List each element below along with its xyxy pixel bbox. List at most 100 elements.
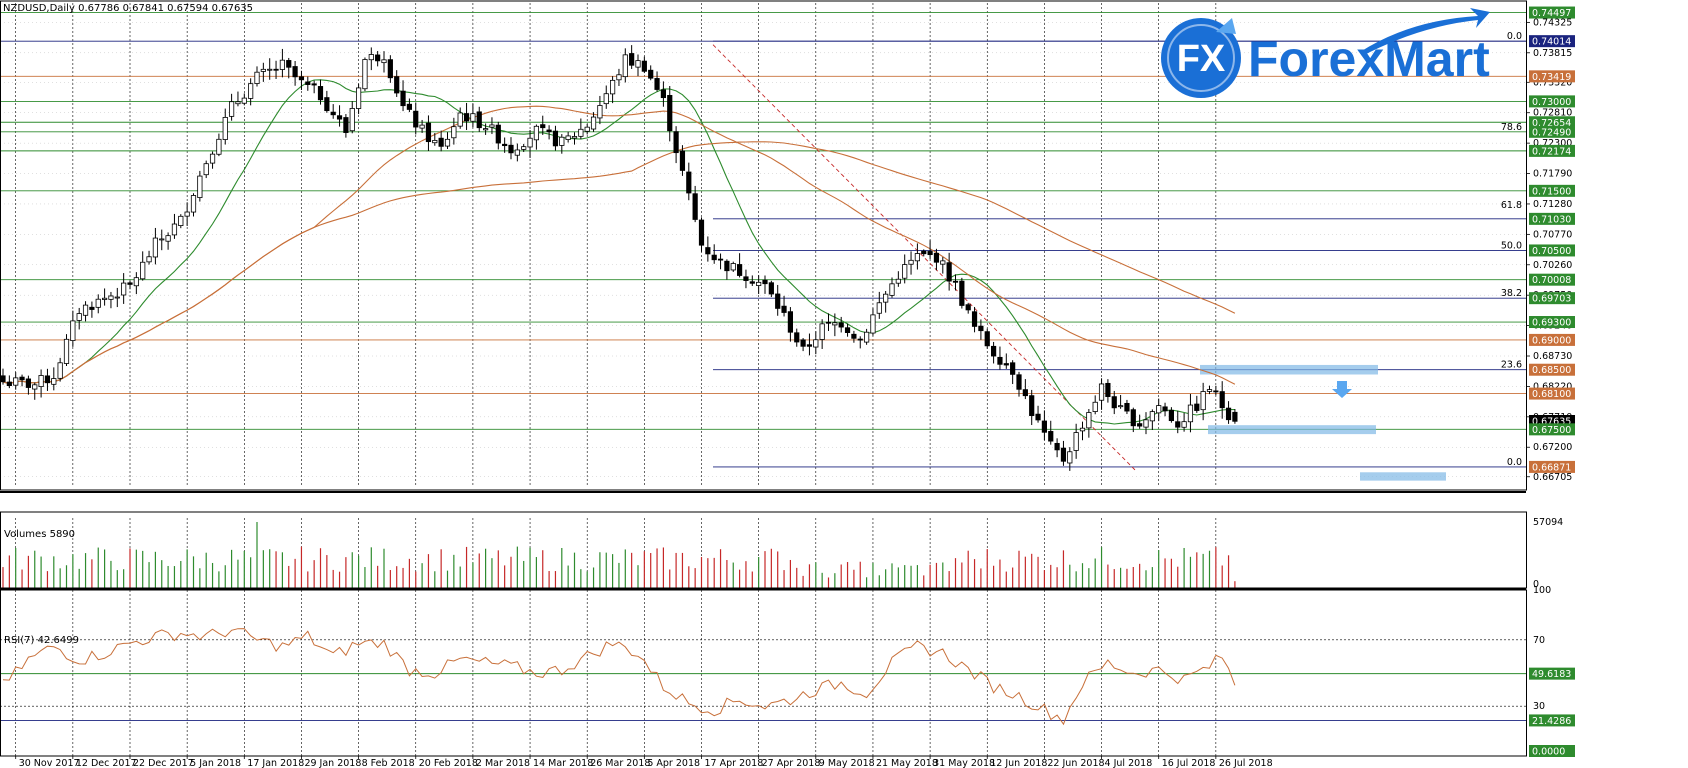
- candle-body: [679, 150, 686, 171]
- candle-body: [844, 327, 851, 333]
- candle-body: [629, 53, 635, 66]
- candle-body: [25, 378, 32, 388]
- candle-body: [756, 281, 762, 286]
- candle-body: [355, 87, 362, 109]
- price-level-box: [1529, 273, 1575, 286]
- candle-body: [876, 302, 882, 314]
- candle-body: [673, 131, 679, 154]
- date-label: 22 Jun 2018: [1047, 758, 1104, 768]
- candle-body: [1225, 407, 1232, 421]
- candle-body: [1149, 411, 1155, 422]
- candle-body: [902, 264, 908, 279]
- candle-body: [476, 111, 482, 129]
- candle-body: [248, 83, 254, 99]
- price-tick-label: 0.71790: [1533, 169, 1572, 180]
- candle-body: [197, 175, 203, 198]
- candle-body: [286, 60, 292, 68]
- candle-body: [730, 263, 736, 271]
- price-level-label: 0.69000: [1532, 335, 1571, 346]
- ma-medium: [2, 105, 1236, 385]
- candle-body: [1175, 421, 1181, 428]
- candle-body: [578, 128, 584, 137]
- candle-body: [235, 101, 241, 105]
- price-level-box: [1529, 292, 1575, 305]
- candle-body: [159, 238, 165, 241]
- candle-body: [114, 296, 120, 299]
- candle-body: [984, 331, 990, 347]
- candle-body: [311, 83, 317, 86]
- resistance-zone: [1200, 364, 1378, 375]
- candle-body: [387, 59, 393, 79]
- fib-label: 50.0: [1501, 240, 1522, 251]
- candle-body: [825, 321, 832, 324]
- candle-body: [1219, 391, 1225, 409]
- price-axis-ticks: 0.74325 0.73815 0.73320 0.72810 0.72300 0.717…: [1526, 6, 1575, 758]
- candle-body: [146, 256, 152, 263]
- candle-body: [540, 124, 546, 129]
- candle-body: [254, 71, 260, 84]
- axes-frames: [0, 0, 1527, 757]
- candle-body: [121, 282, 127, 296]
- candle-body: [1232, 411, 1238, 422]
- price-level-box: [1529, 333, 1575, 346]
- fib-label: 61.8: [1501, 200, 1522, 211]
- candle-body: [44, 375, 51, 384]
- candle-body: [889, 283, 895, 296]
- candle-body: [89, 306, 95, 310]
- rsi-line: [2, 628, 1236, 726]
- candle-body: [991, 345, 997, 357]
- candle-body: [1067, 451, 1073, 464]
- candle-body: [1041, 420, 1047, 433]
- fib-label: 38.2: [1501, 288, 1522, 299]
- trend-line: [712, 44, 1136, 471]
- candle-body: [508, 144, 514, 154]
- rsi-level-box: [1529, 745, 1575, 757]
- price-level-label: 0.66871: [1532, 462, 1571, 473]
- candle-body: [908, 259, 914, 265]
- candle-body: [298, 76, 305, 81]
- candle-body: [260, 68, 266, 72]
- candle-body: [870, 314, 876, 334]
- candle-body: [762, 279, 768, 285]
- price-level-box: [1529, 387, 1575, 400]
- candle-body: [394, 76, 400, 94]
- candle-body: [444, 138, 451, 147]
- candle-body: [482, 128, 489, 131]
- candle-body: [654, 78, 660, 90]
- horizontal-levels: [0, 12, 1526, 468]
- price-tick-label: 0.70770: [1533, 229, 1572, 240]
- date-label: 4 Jul 2018: [1105, 758, 1153, 768]
- price-level-label: 0.69703: [1532, 294, 1571, 305]
- rsi-tick-label: 30: [1533, 701, 1545, 712]
- candle-body: [76, 313, 82, 321]
- candle-body: [152, 237, 158, 258]
- candle-body: [1010, 362, 1016, 375]
- candle-body: [336, 115, 343, 120]
- price-level-label: 0.72174: [1532, 146, 1571, 157]
- candle-body: [800, 339, 806, 347]
- candle-body: [533, 125, 540, 141]
- price-level-box: [1529, 35, 1575, 48]
- candle-body: [883, 293, 889, 303]
- candle-body: [267, 68, 273, 71]
- candle-body: [102, 297, 108, 300]
- candle-body: [425, 122, 432, 143]
- candle-body: [330, 111, 336, 116]
- candle-body: [13, 377, 19, 386]
- candle-body: [381, 59, 387, 64]
- panel-frame: [0, 0, 1527, 491]
- candle-body: [343, 117, 349, 133]
- price-level-box: [1529, 70, 1575, 83]
- candle-body: [927, 251, 933, 256]
- candle-body: [648, 69, 654, 79]
- rsi-level-box: [1529, 667, 1575, 680]
- price-level-label: 0.70008: [1532, 275, 1571, 286]
- candle-body: [946, 262, 952, 282]
- candle-body: [635, 60, 641, 68]
- date-label: 9 May 2018: [819, 758, 875, 768]
- candle-body: [203, 163, 209, 176]
- candle-body: [1194, 403, 1200, 411]
- candle-body: [1156, 405, 1162, 414]
- candle-body: [660, 89, 667, 99]
